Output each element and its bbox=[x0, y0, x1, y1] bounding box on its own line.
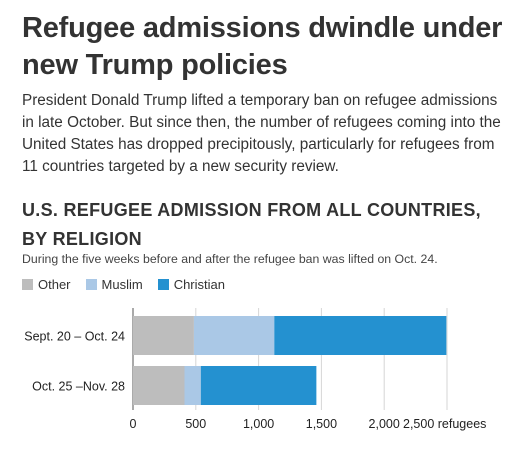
category-label-0: Sept. 20 – Oct. 24 bbox=[24, 330, 125, 344]
headline: Refugee admissions dwindle under new Tru… bbox=[22, 12, 503, 81]
tick-label-1: 500 bbox=[185, 417, 206, 431]
bar-other-1 bbox=[133, 366, 185, 405]
tick-label-2: 1,000 bbox=[243, 417, 274, 431]
legend-swatch-christian bbox=[157, 279, 169, 290]
bar-christian-1 bbox=[200, 366, 317, 405]
legend-label-muslim: Muslim bbox=[101, 277, 143, 292]
legend: Other Muslim Christian bbox=[22, 277, 240, 292]
tick-label-0: 0 bbox=[130, 417, 137, 431]
legend-item-other: Other bbox=[22, 277, 71, 292]
bar-other-0 bbox=[133, 316, 194, 355]
legend-label-other: Other bbox=[38, 277, 71, 292]
legend-swatch-other bbox=[22, 279, 33, 290]
legend-item-muslim: Muslim bbox=[85, 277, 143, 292]
dek-paragraph: President Donald Trump lifted a temporar… bbox=[22, 92, 501, 175]
tick-label-3: 1,500 bbox=[306, 417, 337, 431]
bar-muslim-0 bbox=[193, 316, 275, 355]
legend-item-christian: Christian bbox=[157, 277, 225, 292]
tick-label-4: 2,000 bbox=[369, 417, 400, 431]
bar-muslim-1 bbox=[184, 366, 201, 405]
bar-christian-0 bbox=[274, 316, 447, 355]
chart-title: U.S. REFUGEE ADMISSION FROM ALL COUNTRIE… bbox=[22, 200, 481, 249]
category-label-1: Oct. 25 –Nov. 28 bbox=[32, 380, 125, 394]
legend-swatch-muslim bbox=[85, 279, 97, 290]
bar-chart: Sept. 20 – Oct. 24 Oct. 25 –Nov. 28 0 500 1,… bbox=[24, 308, 486, 431]
tick-label-5: 2,500 refugees bbox=[403, 417, 486, 431]
legend-label-christian: Christian bbox=[173, 277, 225, 292]
chart-subtitle: During the five weeks before and after t… bbox=[22, 252, 438, 266]
